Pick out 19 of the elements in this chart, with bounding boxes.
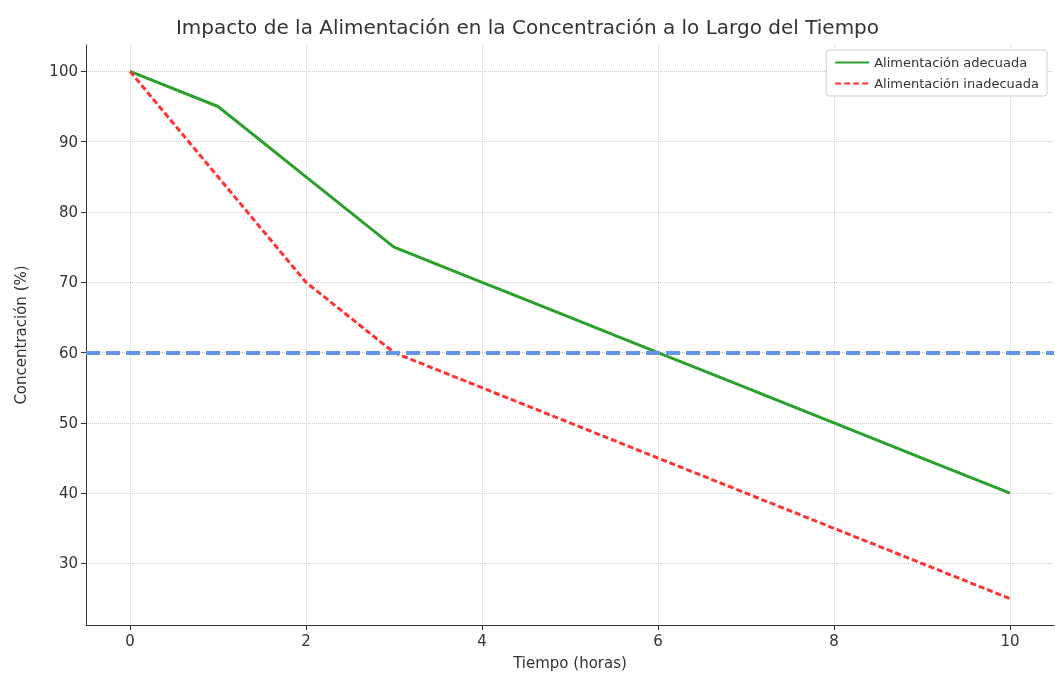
y-tick-label: 30	[58, 554, 78, 573]
x-tick-label: 4	[477, 631, 487, 650]
y-tick-label: 50	[58, 413, 78, 432]
x-tick-label: 2	[301, 631, 311, 650]
y-tick-label: 60	[58, 343, 78, 362]
y-tick-label: 90	[58, 132, 78, 151]
legend-label: Alimentación adecuada	[874, 55, 1028, 70]
x-tick-label: 10	[1000, 631, 1020, 650]
y-tick-label: 80	[58, 202, 78, 221]
legend-label: Alimentación inadecuada	[874, 76, 1040, 91]
y-tick-label: 70	[58, 273, 78, 292]
x-tick-label: 0	[125, 631, 135, 650]
x-tick-label: 6	[653, 631, 663, 650]
y-tick-label: 100	[49, 62, 78, 81]
x-tick-label: 8	[829, 631, 839, 650]
chart-title: Impacto de la Alimentación en la Concentración a lo Largo del Tiempo	[175, 15, 880, 39]
y-axis-title: Concentración (%)	[11, 265, 30, 405]
y-tick-label: 40	[58, 484, 78, 503]
x-axis-title: Tiempo (horas)	[512, 653, 627, 672]
